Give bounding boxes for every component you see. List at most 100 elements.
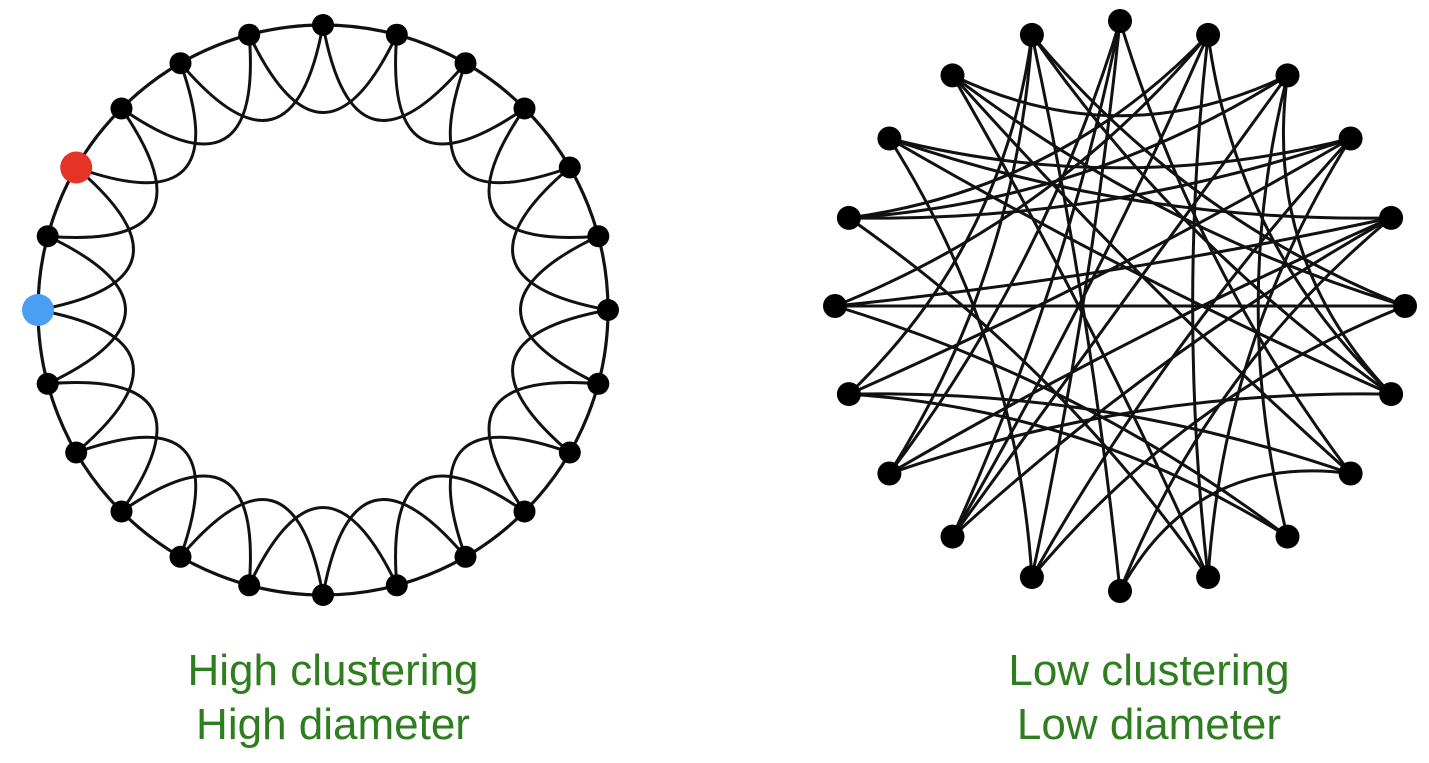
random-node	[1108, 579, 1132, 603]
ring-edge	[247, 34, 399, 114]
random-graph-edges	[834, 20, 1406, 592]
random-node	[1108, 9, 1132, 33]
random-edge	[888, 216, 1392, 475]
ring-node	[312, 14, 334, 36]
ring-edge	[487, 381, 599, 513]
random-edge	[848, 33, 1210, 220]
random-edge	[1030, 20, 1122, 578]
ring-node	[238, 574, 261, 597]
ring-node	[169, 52, 192, 75]
random-edge	[1118, 20, 1352, 475]
random-node	[1338, 461, 1363, 486]
ring-node	[169, 545, 192, 568]
random-edge	[951, 74, 1406, 308]
random-node	[1393, 294, 1417, 318]
ring-edge	[120, 34, 252, 146]
random-graph-nodes	[823, 9, 1417, 603]
ring-edge	[75, 62, 198, 185]
ring-edge	[321, 24, 467, 122]
random-edge	[847, 34, 1034, 396]
ring-edge	[321, 498, 467, 596]
random-edge	[834, 304, 1289, 538]
random-node	[836, 205, 861, 230]
ring-node	[558, 441, 581, 464]
ring-node	[513, 97, 536, 120]
random-edge	[951, 34, 1210, 538]
ring-graph-nodes	[22, 14, 619, 606]
ring-edge	[179, 498, 325, 596]
random-node	[877, 461, 902, 486]
random-edge	[888, 137, 1392, 396]
random-edge	[1206, 137, 1352, 578]
ring-edge	[487, 107, 599, 239]
ring-node	[65, 441, 88, 464]
random-edge	[1030, 137, 1352, 578]
ring-node	[454, 545, 477, 568]
random-node	[940, 63, 965, 88]
ring-node	[587, 225, 610, 248]
random-edge	[848, 74, 1289, 220]
random-edge	[888, 137, 1392, 220]
random-node	[1338, 126, 1363, 151]
ring-edge	[394, 34, 526, 146]
ring-edge	[37, 166, 135, 312]
ring-edge	[47, 234, 127, 386]
ring-node	[36, 372, 59, 395]
random-edge	[951, 20, 1122, 538]
random-node	[1196, 565, 1221, 590]
random-node	[877, 126, 902, 151]
caption-left-line-2: High diameter	[196, 700, 470, 749]
random-edge	[888, 137, 1034, 578]
caption-right: Low clustering Low diameter	[889, 644, 1409, 752]
ring-edge	[448, 62, 571, 185]
random-node	[1379, 382, 1404, 407]
random-edge	[848, 216, 1210, 578]
random-node	[1019, 22, 1044, 47]
random-edge	[951, 74, 1289, 118]
random-edge	[951, 74, 1210, 578]
random-edge	[1030, 34, 1122, 592]
ring-node	[385, 23, 408, 46]
random-edge	[1191, 34, 1210, 578]
ring-graph-edges	[36, 23, 610, 597]
ring-node	[110, 500, 133, 523]
ring-edge	[511, 166, 609, 312]
random-edge	[848, 392, 1352, 475]
ring-edge	[47, 107, 159, 239]
random-edge	[1281, 75, 1393, 396]
ring-node	[238, 23, 261, 46]
random-edge	[888, 20, 1122, 475]
random-edge	[1118, 469, 1351, 592]
ring-edge	[448, 435, 571, 558]
ring-edge	[519, 234, 599, 386]
random-edge	[1030, 34, 1392, 396]
random-node	[940, 524, 965, 549]
node-end-highlight	[60, 151, 93, 184]
node-start-highlight	[22, 294, 54, 326]
ring-edge	[120, 474, 252, 586]
random-node	[1379, 205, 1404, 230]
random-node	[823, 294, 847, 318]
caption-left: High clustering High diameter	[73, 644, 593, 752]
ring-node	[36, 225, 59, 248]
random-edge	[834, 216, 1392, 308]
random-edge	[888, 34, 1034, 475]
ring-node	[312, 584, 334, 606]
ring-node	[558, 156, 581, 179]
ring-edge	[179, 24, 325, 122]
ring-node	[513, 500, 536, 523]
random-edge	[888, 392, 1392, 475]
random-edge	[834, 33, 1210, 308]
random-edge	[951, 74, 1352, 475]
random-edge	[848, 392, 1289, 538]
random-edge	[1118, 216, 1393, 592]
caption-right-line-1: Low clustering	[1008, 646, 1290, 695]
random-node	[1275, 524, 1300, 549]
ring-edge	[511, 308, 609, 454]
random-edge	[1206, 34, 1393, 396]
random-node	[1275, 63, 1300, 88]
ring-edge	[47, 381, 159, 513]
ring-edge	[394, 474, 526, 586]
ring-edge	[75, 435, 198, 558]
ring-node	[597, 299, 619, 321]
